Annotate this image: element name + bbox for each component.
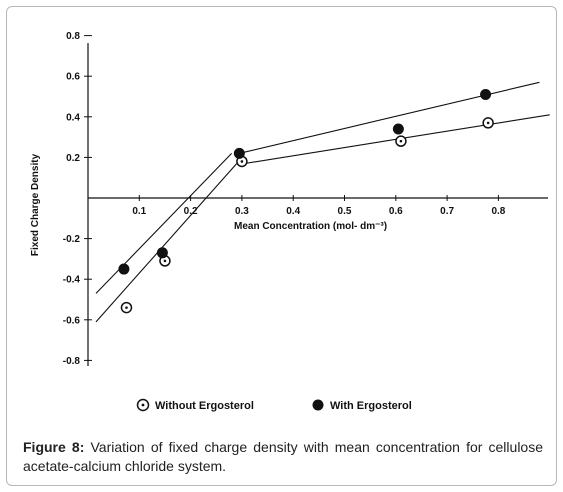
y-tick-label: -0.6 bbox=[63, 315, 81, 326]
x-tick-label: 0.4 bbox=[286, 206, 300, 217]
caption-label: Figure 8: bbox=[23, 439, 85, 455]
x-tick-label: 0.8 bbox=[491, 206, 505, 217]
y-tick-label: 0.6 bbox=[66, 72, 80, 83]
y-tick-label: -0.2 bbox=[63, 234, 81, 245]
x-tick-label: 0.5 bbox=[338, 206, 352, 217]
x-tick-label: 0.7 bbox=[440, 206, 454, 217]
legend-label-without-ergosterol: Without Ergosterol bbox=[155, 400, 254, 412]
fit-line-with-ergosterol bbox=[95, 152, 233, 294]
legend-label-with-ergosterol: With Ergosterol bbox=[330, 400, 412, 412]
fit-line-without-ergosterol bbox=[95, 163, 238, 323]
x-tick-label: 0.2 bbox=[184, 206, 198, 217]
data-points bbox=[118, 88, 494, 314]
point-without-ergosterol-dot bbox=[486, 121, 490, 125]
y-axis-label: Fixed Charge Density bbox=[30, 153, 41, 256]
axes: 0.8 0.6 0.4 0.2 -0.2 -0.4 -0.6 -0.8 0.1 0.2 0.3 0.4… bbox=[63, 31, 548, 367]
y-tick-label: -0.4 bbox=[63, 275, 81, 286]
legend-marker-filled-circle bbox=[312, 399, 324, 411]
y-tick-label: 0.2 bbox=[66, 153, 80, 164]
fit-lines bbox=[95, 81, 550, 323]
point-without-ergosterol-dot bbox=[125, 306, 128, 309]
fit-line-with-ergosterol bbox=[239, 81, 540, 154]
point-with-ergosterol bbox=[118, 263, 130, 275]
x-tick-label: 0.6 bbox=[389, 206, 403, 217]
legend-item-without-ergosterol: Without Ergosterol bbox=[136, 398, 254, 412]
y-tick-label: -0.8 bbox=[63, 356, 81, 367]
point-without-ergosterol-dot bbox=[163, 259, 167, 263]
x-tick-label: 0.1 bbox=[132, 206, 146, 217]
point-without-ergosterol-dot bbox=[399, 139, 403, 143]
caption-text: Variation of fixed charge density with m… bbox=[23, 439, 543, 474]
point-with-ergosterol bbox=[156, 247, 168, 259]
point-with-ergosterol bbox=[392, 123, 404, 135]
x-axis-label: Mean Concentration (mol- dm⁻³) bbox=[234, 221, 387, 232]
figure-caption: Figure 8: Variation of fixed charge dens… bbox=[23, 438, 543, 476]
y-tick-label: 0.4 bbox=[66, 112, 80, 123]
point-with-ergosterol bbox=[233, 147, 245, 159]
point-with-ergosterol bbox=[480, 88, 492, 100]
figure-frame bbox=[6, 6, 557, 486]
legend: Without Ergosterol With Ergosterol bbox=[136, 398, 412, 412]
y-tick-label: 0.8 bbox=[66, 31, 80, 42]
point-without-ergosterol-dot bbox=[240, 160, 244, 163]
x-tick-label: 0.3 bbox=[235, 206, 249, 217]
chart: 0.8 0.6 0.4 0.2 -0.2 -0.4 -0.6 -0.8 0.1 0.2 0.3 0.4… bbox=[30, 31, 550, 412]
legend-item-with-ergosterol: With Ergosterol bbox=[312, 399, 412, 412]
legend-marker-dot bbox=[141, 403, 145, 407]
